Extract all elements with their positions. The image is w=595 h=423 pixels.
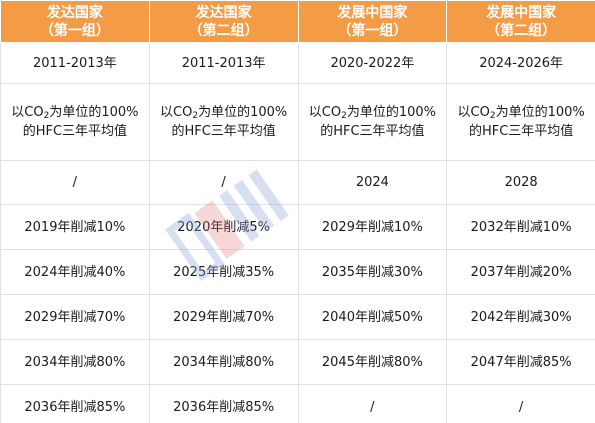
table-cell-desc: 以CO2为单位的100% 的HFC三年平均值 xyxy=(0,83,150,161)
table-cell: 2025年削减35% xyxy=(148,249,299,295)
header-line2: （第二组） xyxy=(486,22,557,39)
table-cell: 2020-2022年 xyxy=(297,42,448,84)
desc-line2: 的HFC三年平均值 xyxy=(22,124,128,139)
table-cell: 2029年削减70% xyxy=(148,294,299,340)
desc-suffix: 为单位的100% xyxy=(49,105,139,120)
table-cell: 2019年削减10% xyxy=(0,204,150,250)
desc-sub: 2 xyxy=(489,111,496,121)
desc-sub: 2 xyxy=(192,111,199,121)
reduction-step-row: 2024年削减40% 2025年削减35% 2035年削减30% 2037年削减… xyxy=(0,249,595,295)
desc-suffix: 为单位的100% xyxy=(495,105,585,120)
header-line1: 发展中国家 xyxy=(337,4,408,21)
table-cell: 2036年削减85% xyxy=(148,384,299,423)
table-cell-desc: 以CO2为单位的100% 的HFC三年平均值 xyxy=(297,83,448,161)
desc-sub: 2 xyxy=(43,111,50,121)
table-cell: 2011-2013年 xyxy=(0,42,150,84)
header-row: 发达国家 （第一组） 发达国家 （第二组） 发展中国家 （第一组） 发展中国家 … xyxy=(0,0,595,43)
header-developing-group2: 发展中国家 （第二组） xyxy=(446,0,595,43)
table-cell: 2036年削减85% xyxy=(0,384,150,423)
header-line1: 发达国家 xyxy=(46,4,103,21)
reduction-step-row: 2029年削减70% 2029年削减70% 2040年削减50% 2042年削减… xyxy=(0,294,595,340)
table-cell: 2035年削减30% xyxy=(297,249,448,295)
header-line1: 发展中国家 xyxy=(486,4,557,21)
table-cell: 2040年削减50% xyxy=(297,294,448,340)
table-cell: 2029年削减10% xyxy=(297,204,448,250)
table-cell: 2034年削减80% xyxy=(0,339,150,385)
table-cell: 2042年削减30% xyxy=(446,294,595,340)
table-cell: / xyxy=(0,160,150,205)
baseline-years-row: 2011-2013年 2011-2013年 2020-2022年 2024-20… xyxy=(0,42,595,84)
desc-line2: 的HFC三年平均值 xyxy=(320,124,425,139)
table-cell: 2024年削减40% xyxy=(0,249,150,295)
table-cell-desc: 以CO2为单位的100% 的HFC三年平均值 xyxy=(446,83,595,161)
header-line1: 发达国家 xyxy=(195,4,252,21)
desc-sub: 2 xyxy=(341,111,347,121)
table-cell: 2045年削减80% xyxy=(297,339,448,385)
table-cell: 2047年削减85% xyxy=(446,339,595,385)
table-cell: 2024-2026年 xyxy=(446,42,595,84)
table-cell: 2011-2013年 xyxy=(148,42,299,84)
table-cell: / xyxy=(446,384,595,423)
table-cell: 2032年削减10% xyxy=(446,204,595,250)
desc-prefix: 以CO xyxy=(308,105,342,120)
header-line2: （第一组） xyxy=(337,22,408,39)
desc-line2: 的HFC三年平均值 xyxy=(171,124,276,139)
table-cell-desc: 以CO2为单位的100% 的HFC三年平均值 xyxy=(148,83,299,161)
header-developing-group1: 发展中国家 （第一组） xyxy=(297,0,448,43)
desc-prefix: 以CO xyxy=(457,105,490,120)
desc-suffix: 为单位的100% xyxy=(346,105,436,120)
table-cell: 2024 xyxy=(297,160,448,205)
header-developed-group1: 发达国家 （第一组） xyxy=(0,0,150,43)
table-cell: 2034年削减80% xyxy=(148,339,299,385)
table-cell: / xyxy=(297,384,448,423)
desc-prefix: 以CO xyxy=(160,105,193,120)
desc-line2: 的HFC三年平均值 xyxy=(468,124,574,139)
desc-prefix: 以CO xyxy=(11,105,44,120)
table-cell: 2020年削减5% xyxy=(148,204,299,250)
reduction-step-row: 2034年削减80% 2034年削减80% 2045年削减80% 2047年削减… xyxy=(0,339,595,385)
table-cell: 2028 xyxy=(446,160,595,205)
header-line2: （第二组） xyxy=(188,22,259,39)
table-cell: 2029年削减70% xyxy=(0,294,150,340)
desc-suffix: 为单位的100% xyxy=(198,105,288,120)
table-cell: 2037年削减20% xyxy=(446,249,595,295)
reduction-step-row: 2019年削减10% 2020年削减5% 2029年削减10% 2032年削减1… xyxy=(0,204,595,250)
header-developed-group2: 发达国家 （第二组） xyxy=(148,0,299,43)
freeze-year-row: / / 2024 2028 xyxy=(0,160,595,205)
reduction-step-row: 2036年削减85% 2036年削减85% / / xyxy=(0,384,595,423)
table-cell: / xyxy=(148,160,299,205)
baseline-description-row: 以CO2为单位的100% 的HFC三年平均值 以CO2为单位的100% 的HFC… xyxy=(0,83,595,161)
header-line2: （第一组） xyxy=(39,22,110,39)
